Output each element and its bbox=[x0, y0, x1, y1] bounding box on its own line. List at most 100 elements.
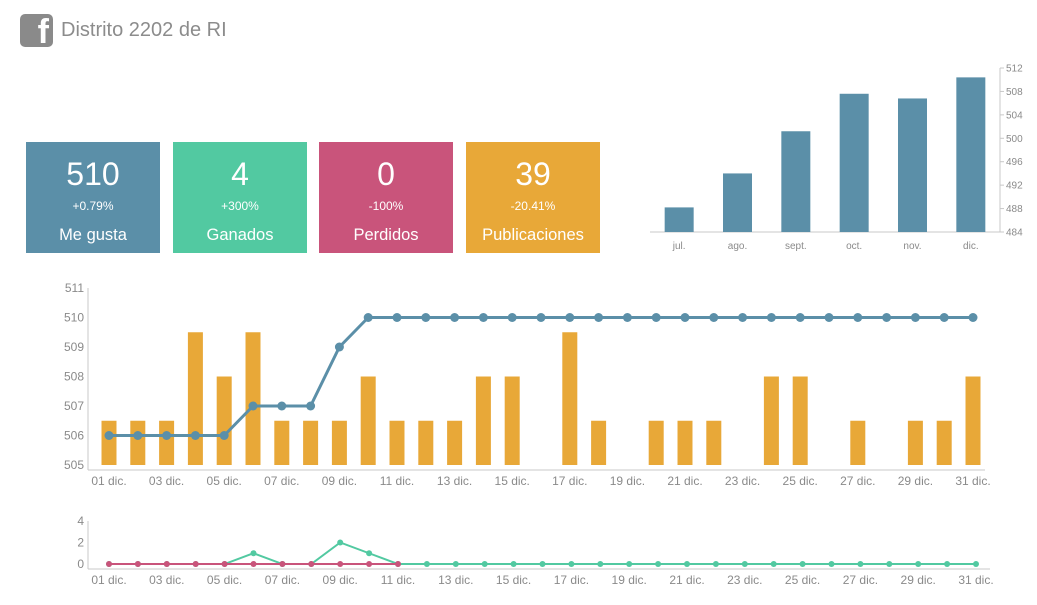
daily-post-bar bbox=[447, 420, 463, 465]
daily-chart-y-tick-label: 507 bbox=[64, 399, 84, 413]
likes-point bbox=[709, 313, 719, 322]
daily-chart-y-tick-label: 510 bbox=[64, 311, 84, 325]
gained-point bbox=[944, 561, 951, 567]
bar-chart-y-tick-label: 508 bbox=[1006, 87, 1023, 98]
daily-chart-y-tick-label: 509 bbox=[64, 340, 84, 354]
likes-point bbox=[853, 313, 863, 322]
likes-point bbox=[622, 313, 632, 322]
bar-monthly bbox=[781, 131, 811, 232]
daily-post-bar bbox=[187, 332, 203, 465]
bar-monthly bbox=[723, 173, 752, 232]
gained-point bbox=[539, 561, 546, 567]
bar-monthly bbox=[839, 93, 869, 233]
mini-chart-x-tick-label: 25 dic. bbox=[785, 573, 820, 587]
likes-point bbox=[680, 313, 690, 322]
facebook-icon[interactable]: f bbox=[20, 14, 53, 47]
bar-chart-y-tick-label: 504 bbox=[1006, 110, 1023, 121]
daily-post-bar bbox=[677, 420, 693, 465]
daily-post-bar bbox=[159, 420, 175, 465]
bar-chart-x-tick-label: nov. bbox=[903, 241, 921, 252]
daily-chart-y-tick-label: 505 bbox=[64, 458, 84, 472]
bar-chart-x-tick-label: jul. bbox=[672, 241, 686, 252]
likes-point bbox=[565, 313, 575, 322]
lost-point bbox=[106, 561, 112, 567]
daily-chart-x-tick-label: 11 dic. bbox=[380, 474, 414, 488]
gained-point bbox=[712, 561, 719, 567]
bar-monthly bbox=[956, 77, 986, 232]
tile-publicaciones: 39 -20.41% Publicaciones bbox=[466, 142, 600, 253]
tile-label: Ganados bbox=[206, 226, 274, 244]
gained-point bbox=[250, 550, 257, 557]
daily-chart-x-tick-label: 19 dic. bbox=[610, 474, 645, 488]
lost-point bbox=[134, 561, 141, 567]
daily-post-bar bbox=[216, 376, 232, 465]
bar-chart-x-tick-label: ago. bbox=[728, 241, 747, 252]
bar-chart-y-tick-label: 500 bbox=[1006, 134, 1023, 145]
tile-me-gusta: 510 +0.79% Me gusta bbox=[26, 142, 160, 253]
likes-point bbox=[306, 401, 316, 411]
likes-point bbox=[392, 313, 402, 322]
gained-point bbox=[626, 561, 633, 567]
likes-point bbox=[450, 313, 460, 322]
daily-chart-x-tick-label: 29 dic. bbox=[898, 474, 933, 488]
gained-point bbox=[741, 561, 748, 567]
gained-point bbox=[828, 561, 835, 567]
gained-point bbox=[886, 561, 893, 567]
daily-post-bar bbox=[245, 332, 261, 465]
page-title: Distrito 2202 de RI bbox=[61, 19, 227, 41]
gained-point bbox=[510, 561, 517, 567]
daily-chart-x-tick-label: 07 dic. bbox=[264, 474, 299, 488]
bar-monthly bbox=[898, 98, 927, 232]
daily-post-bar bbox=[475, 376, 491, 465]
mini-chart-x-tick-label: 07 dic. bbox=[265, 573, 300, 587]
likes-point bbox=[219, 431, 229, 440]
daily-post-bar bbox=[936, 420, 952, 465]
mini-chart-x-tick-label: 05 dic. bbox=[207, 573, 242, 587]
mini-chart-x-tick-label: 23 dic. bbox=[727, 573, 762, 587]
daily-post-bar bbox=[965, 376, 981, 465]
tile-ganados: 4 +300% Ganados bbox=[173, 142, 307, 253]
likes-point bbox=[190, 431, 200, 440]
likes-point bbox=[795, 313, 805, 322]
mini-chart-x-tick-label: 17 dic. bbox=[554, 573, 589, 587]
likes-point bbox=[910, 313, 920, 322]
tile-value: 0 bbox=[377, 156, 395, 192]
mini-chart-x-tick-label: 11 dic. bbox=[381, 573, 415, 587]
lost-point bbox=[366, 561, 373, 567]
bar-chart-y-tick-label: 492 bbox=[1006, 181, 1023, 192]
daily-chart-x-tick-label: 21 dic. bbox=[667, 474, 702, 488]
likes-point bbox=[738, 313, 748, 322]
likes-point bbox=[766, 313, 776, 322]
gained-point bbox=[684, 561, 690, 567]
gained-point bbox=[337, 539, 344, 546]
tile-label: Perdidos bbox=[353, 226, 419, 244]
gained-point bbox=[973, 561, 979, 567]
daily-chart-y-tick-label: 508 bbox=[64, 370, 84, 384]
mini-chart-y-tick-label: 4 bbox=[77, 514, 84, 528]
daily-chart-x-tick-label: 03 dic. bbox=[149, 474, 184, 488]
gained-line bbox=[109, 541, 976, 565]
daily-chart-x-tick-label: 25 dic. bbox=[783, 474, 818, 488]
daily-chart-x-tick-label: 23 dic. bbox=[725, 474, 760, 488]
tile-change: -20.41% bbox=[510, 199, 556, 213]
mini-chart-x-tick-label: 29 dic. bbox=[901, 573, 936, 587]
likes-point bbox=[248, 401, 258, 411]
mini-chart-x-tick-label: 21 dic. bbox=[669, 573, 704, 587]
lost-point bbox=[337, 561, 344, 567]
daily-chart-x-tick-label: 01 dic. bbox=[91, 474, 126, 488]
daily-post-bar bbox=[562, 332, 578, 465]
likes-point bbox=[824, 313, 834, 322]
gained-point bbox=[915, 561, 922, 567]
likes-point bbox=[939, 313, 949, 322]
daily-post-bar bbox=[274, 420, 290, 465]
daily-post-bar bbox=[591, 420, 607, 465]
likes-point bbox=[478, 313, 488, 322]
daily-chart-x-tick-label: 31 dic. bbox=[955, 474, 990, 488]
daily-chart-y-tick-label: 506 bbox=[64, 429, 84, 443]
bar-chart-y-tick-label: 496 bbox=[1006, 157, 1023, 168]
lost-point bbox=[221, 561, 228, 567]
tile-change: -100% bbox=[368, 199, 404, 213]
daily-post-bar bbox=[360, 376, 376, 465]
lost-point bbox=[395, 561, 401, 567]
